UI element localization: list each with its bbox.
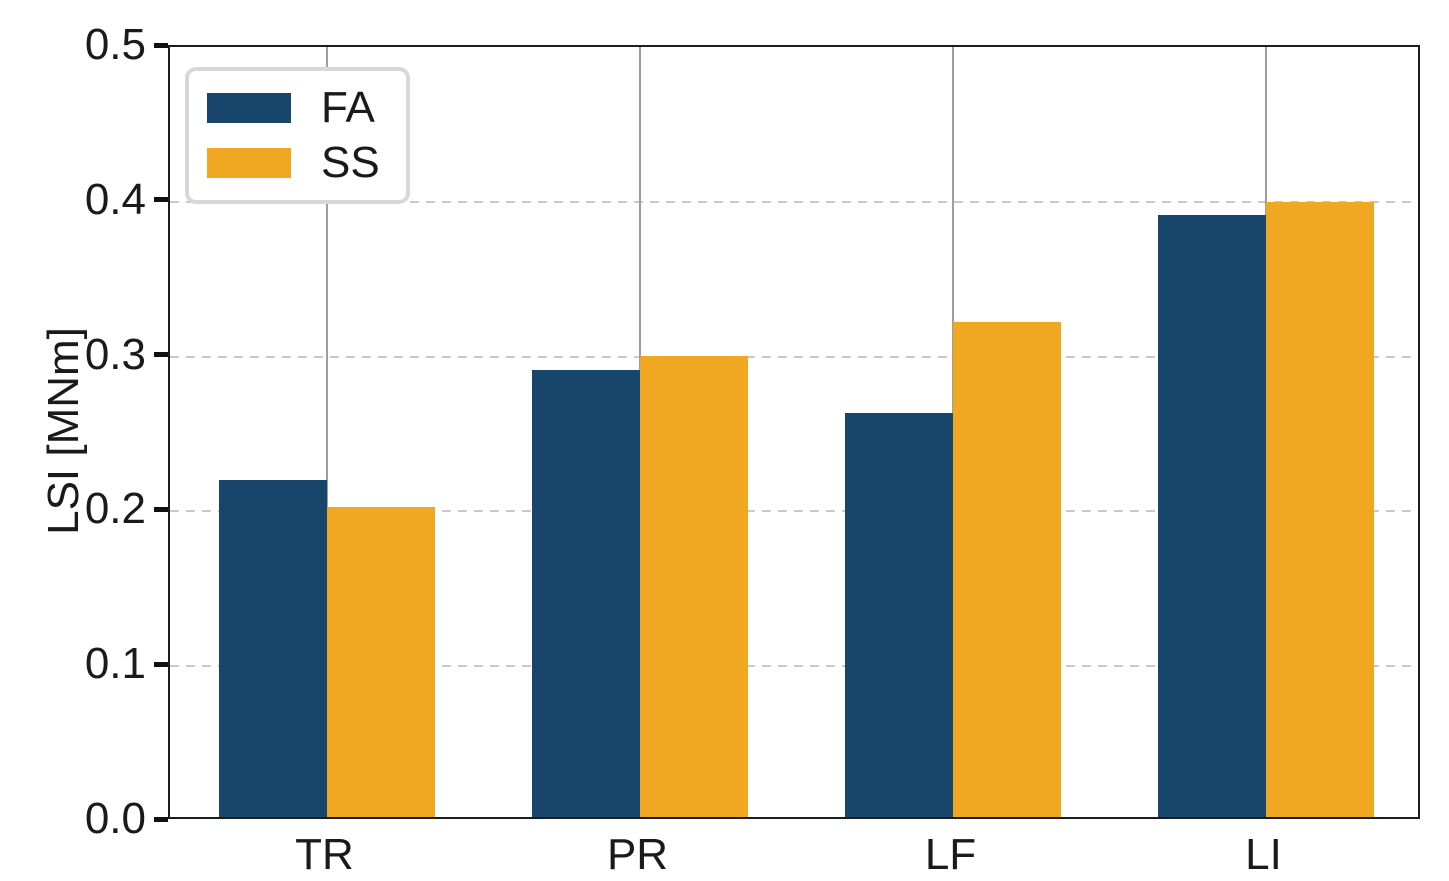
y-tick-label-0.0: 0.0 bbox=[84, 794, 146, 843]
legend-item-fa: FA bbox=[207, 85, 380, 131]
y-tick-0.2 bbox=[154, 506, 168, 512]
plot-area: FA SS bbox=[168, 45, 1420, 819]
bar-ss-tr bbox=[326, 507, 435, 817]
y-gridline-0.2 bbox=[170, 510, 1418, 513]
legend-label-ss: SS bbox=[321, 138, 380, 187]
y-tick-0.4 bbox=[154, 197, 168, 203]
x-gridline-tr bbox=[325, 47, 328, 817]
y-tick-label-0.1: 0.1 bbox=[84, 639, 146, 689]
x-tick-label-lf: LF bbox=[924, 830, 977, 879]
x-tick-label-tr: TR bbox=[295, 830, 354, 879]
x-tick-label-li: LI bbox=[1245, 830, 1282, 879]
y-tick-label-0.4: 0.4 bbox=[84, 174, 146, 224]
legend-item-ss: SS bbox=[207, 140, 380, 186]
y-gridline-0.3 bbox=[170, 355, 1418, 358]
legend-label-fa: FA bbox=[321, 83, 375, 132]
bar-fa-li bbox=[1157, 214, 1266, 817]
y-tick-label-0.5: 0.5 bbox=[84, 20, 146, 69]
x-tick-label-pr: PR bbox=[606, 830, 669, 879]
y-tick-0.1 bbox=[154, 661, 168, 667]
bar-fa-pr bbox=[531, 369, 640, 817]
y-gridline-0.4 bbox=[170, 200, 1418, 203]
fa-series-swatch bbox=[207, 93, 291, 123]
bar-fa-tr bbox=[218, 479, 327, 817]
bar-ss-li bbox=[1265, 202, 1374, 817]
y-gridline-0.1 bbox=[170, 665, 1418, 668]
legend: FA SS bbox=[185, 67, 410, 204]
y-tick-0.5 bbox=[154, 42, 168, 48]
y-tick-label-0.3: 0.3 bbox=[84, 329, 146, 379]
y-tick-0.3 bbox=[154, 352, 168, 358]
bars-layer bbox=[170, 47, 1418, 817]
bar-fa-lf bbox=[844, 412, 953, 817]
bar-ss-lf bbox=[952, 321, 1061, 817]
y-tick-0.0 bbox=[154, 816, 168, 822]
bar-ss-pr bbox=[639, 355, 748, 817]
ss-series-swatch bbox=[207, 148, 291, 178]
y-tick-label-0.2: 0.2 bbox=[84, 484, 146, 534]
